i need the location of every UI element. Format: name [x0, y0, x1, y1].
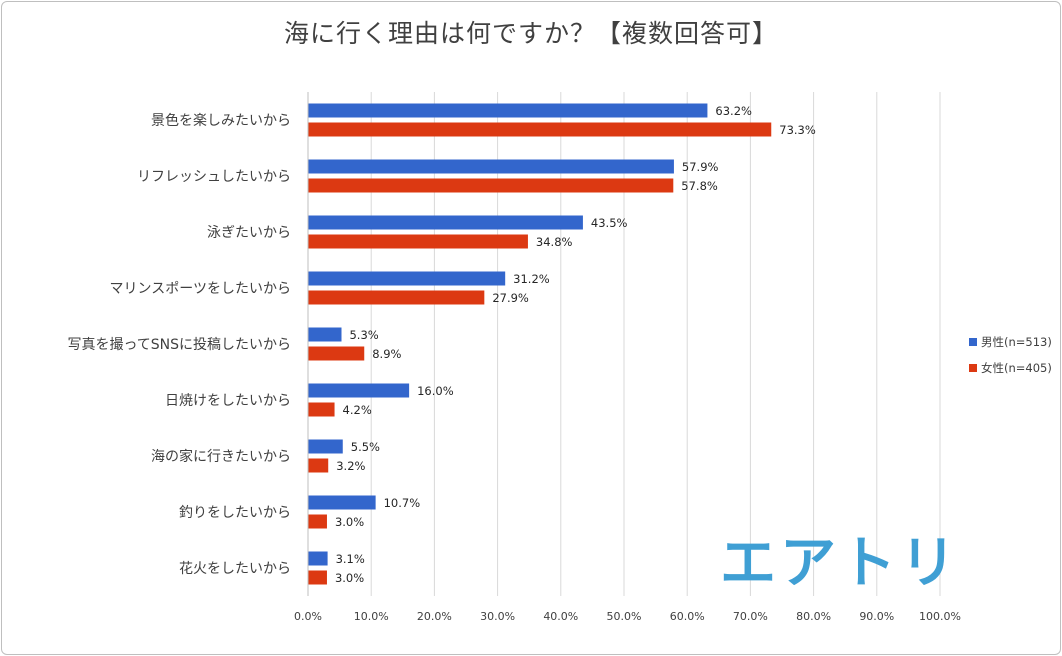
- bar-male: [308, 215, 583, 230]
- bar-male: [308, 103, 708, 118]
- x-tick-label: 30.0%: [480, 610, 515, 623]
- bar-male: [308, 159, 674, 174]
- category-label: 釣りをしたいから: [179, 505, 291, 521]
- data-label: 63.2%: [715, 104, 752, 118]
- bar-female: [308, 458, 329, 473]
- data-label: 27.9%: [492, 291, 529, 305]
- data-label: 5.5%: [351, 440, 380, 454]
- x-tick-label: 100.0%: [919, 610, 961, 623]
- x-tick-label: 0.0%: [294, 610, 322, 623]
- category-label: 花火をしたいから: [179, 561, 291, 577]
- bar-female: [308, 178, 674, 193]
- x-tick-label: 70.0%: [733, 610, 768, 623]
- data-label: 3.1%: [336, 552, 365, 566]
- legend-label: 女性(n=405): [981, 361, 1052, 375]
- data-label: 73.3%: [779, 123, 816, 137]
- airtrip-logo: エアトリ: [720, 531, 960, 596]
- bar-female: [308, 290, 485, 305]
- data-label: 10.7%: [384, 496, 421, 510]
- data-label: 3.0%: [335, 515, 364, 529]
- chart-title: 海に行く理由は何ですか？【複数回答可】: [283, 19, 778, 48]
- category-label: 泳ぎたいから: [207, 225, 291, 241]
- bar-female: [308, 234, 528, 249]
- bar-male: [308, 383, 410, 398]
- bar-female: [308, 514, 327, 529]
- category-label: 写真を撮ってSNSに投稿したいから: [67, 336, 291, 353]
- x-tick-label: 40.0%: [543, 610, 578, 623]
- category-label: 景色を楽しみたいから: [151, 112, 291, 129]
- category-label: 海の家に行きたいから: [151, 448, 291, 465]
- legend-swatch-female: [969, 364, 977, 372]
- data-label: 57.8%: [681, 179, 718, 193]
- data-label: 34.8%: [536, 235, 573, 249]
- x-tick-label: 10.0%: [354, 610, 389, 623]
- x-tick-label: 50.0%: [607, 610, 642, 623]
- data-label: 16.0%: [417, 384, 454, 398]
- x-tick-label: 90.0%: [859, 610, 894, 623]
- bar-female: [308, 346, 365, 361]
- x-tick-label: 20.0%: [417, 610, 452, 623]
- bar-female: [308, 122, 772, 137]
- data-label: 3.0%: [335, 571, 364, 585]
- data-label: 4.2%: [343, 403, 372, 417]
- category-label: リフレッシュしたいから: [137, 169, 291, 185]
- data-label: 8.9%: [372, 347, 401, 361]
- data-label: 5.3%: [349, 328, 378, 342]
- legend-swatch-male: [969, 338, 977, 346]
- bar-male: [308, 327, 342, 342]
- category-label: マリンスポーツをしたいから: [110, 281, 291, 297]
- legend-label: 男性(n=513): [981, 335, 1052, 349]
- bar-male: [308, 495, 376, 510]
- data-label: 57.9%: [682, 160, 719, 174]
- bar-male: [308, 439, 343, 454]
- bar-male: [308, 271, 506, 286]
- data-label: 31.2%: [513, 272, 550, 286]
- x-tick-label: 80.0%: [796, 610, 831, 623]
- x-tick-label: 60.0%: [670, 610, 705, 623]
- data-label: 43.5%: [591, 216, 628, 230]
- data-label: 3.2%: [336, 459, 365, 473]
- bar-male: [308, 551, 328, 566]
- bar-female: [308, 570, 327, 585]
- category-label: 日焼けをしたいから: [165, 393, 291, 409]
- bar-female: [308, 402, 335, 417]
